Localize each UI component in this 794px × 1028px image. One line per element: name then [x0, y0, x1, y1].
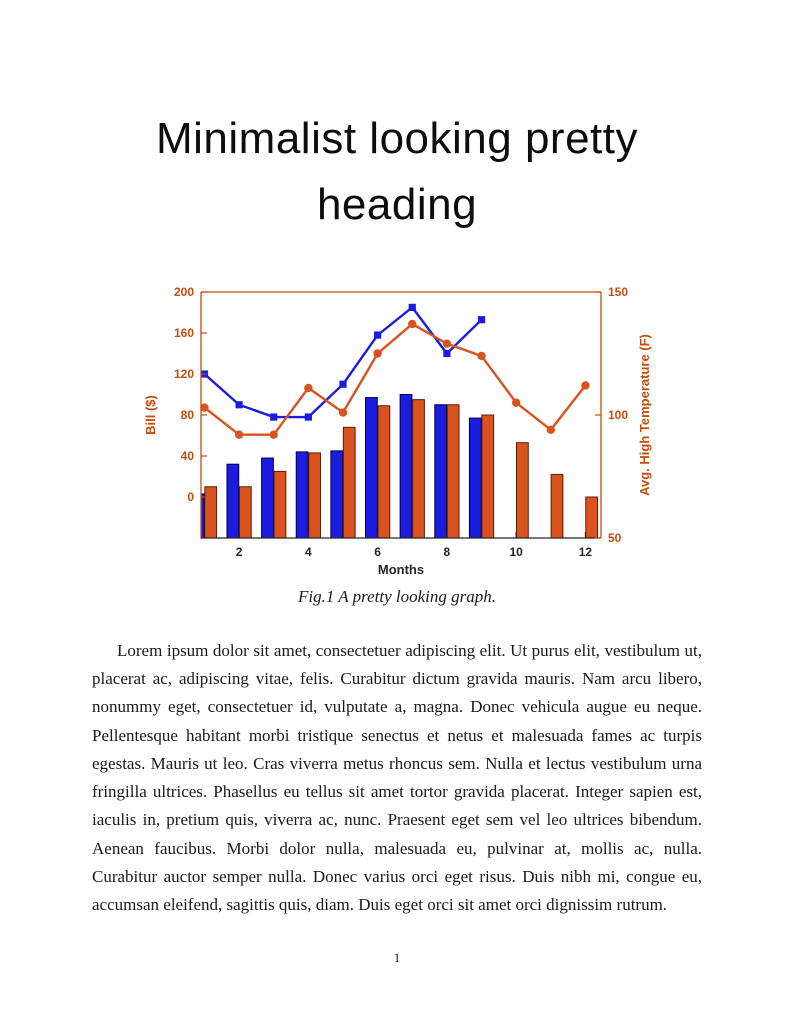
svg-text:80: 80: [181, 408, 195, 422]
svg-text:8: 8: [444, 545, 451, 559]
svg-text:10: 10: [509, 545, 523, 559]
left-axis-label: Bill ($): [143, 395, 158, 435]
svg-text:40: 40: [181, 449, 195, 463]
pretty-graph-svg: 0 40 80 120 160 200 50 100 150 2 4 6 8 10 12 Bill ($) Av…: [143, 285, 652, 577]
bill-line-blue-group: [200, 303, 486, 421]
figure-chart: 0 40 80 120 160 200 50 100 150 2 4 6 8 10 12 Bill ($) Av…: [0, 278, 794, 585]
svg-text:150: 150: [608, 285, 628, 299]
page-heading-line-2: heading: [316, 180, 478, 229]
svg-text:4: 4: [305, 545, 312, 559]
page-heading-line-1: Minimalist looking pretty: [156, 114, 638, 163]
svg-text:6: 6: [374, 545, 381, 559]
svg-text:200: 200: [174, 285, 194, 299]
right-axis-label: Avg. High Temperature (F): [637, 334, 652, 496]
x-axis-label: Months: [378, 562, 424, 577]
svg-text:0: 0: [187, 490, 194, 504]
body-paragraph: Lorem ipsum dolor sit amet, consectetuer…: [92, 641, 702, 914]
svg-text:2: 2: [236, 545, 243, 559]
figure-caption: Fig.1 A pretty looking graph.: [297, 587, 496, 606]
temperature-line-orange-group: [200, 319, 590, 439]
page-number: 1: [393, 950, 401, 965]
bill-bars-orange-group: [204, 399, 599, 539]
svg-text:100: 100: [608, 408, 628, 422]
svg-text:120: 120: [174, 367, 194, 381]
svg-text:50: 50: [608, 531, 622, 545]
page-heading: Minimalist looking pretty heading: [0, 0, 794, 238]
svg-text:12: 12: [579, 545, 593, 559]
svg-text:160: 160: [174, 326, 194, 340]
bill-bars-blue-group: [200, 394, 482, 539]
